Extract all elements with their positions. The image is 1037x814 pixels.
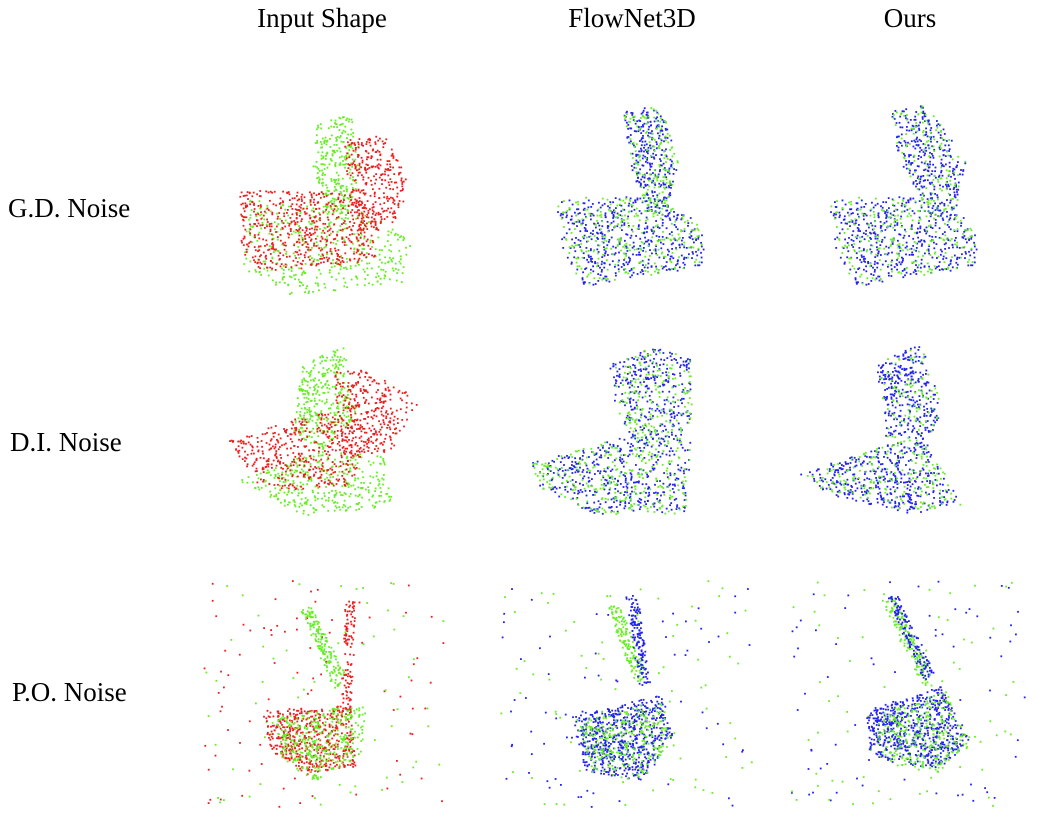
row-label-gd-noise: G.D. Noise: [8, 193, 131, 223]
panel-di-ours: [800, 346, 962, 514]
panel-po-flownet3d: [500, 580, 753, 808]
panel-po-ours: [791, 580, 1026, 807]
panel-gd-flownet3d: [557, 107, 705, 286]
column-header-input-shape: Input Shape: [257, 3, 387, 33]
panel-gd-ours: [830, 105, 978, 286]
row-label-di-noise: D.I. Noise: [10, 427, 122, 457]
panel-gd-input: [239, 116, 411, 295]
column-header-flownet3d: FlowNet3D: [568, 3, 696, 33]
column-header-ours: Ours: [883, 3, 937, 33]
panel-di-flownet3d: [532, 348, 693, 516]
panel-po-input: [203, 580, 445, 808]
row-label-po-noise: P.O. Noise: [12, 677, 127, 707]
panel-di-input: [229, 347, 418, 516]
